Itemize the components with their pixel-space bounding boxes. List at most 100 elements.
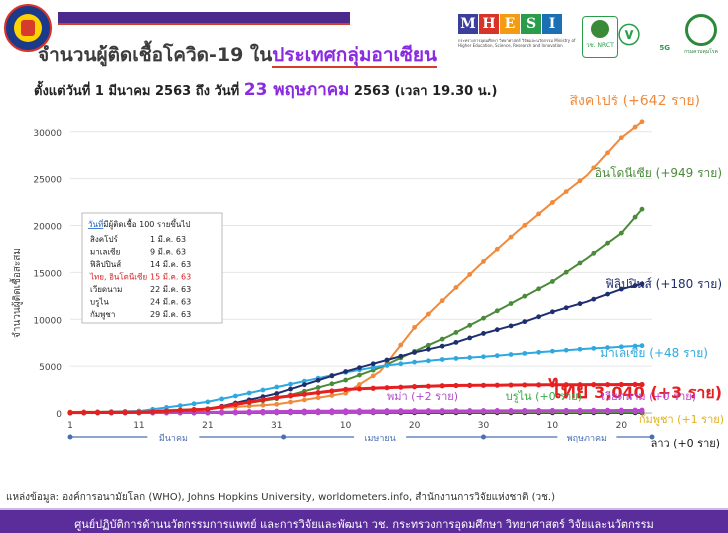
series-end-label: บรูไน (+0 ราย) [506,390,582,403]
data-point [632,283,638,288]
footer-accent [0,508,728,510]
data-point [563,408,569,414]
info-box-country: สิงคโปร์ [90,234,119,244]
series-end-label: ลาว (+0 ราย) [651,437,720,450]
x-tick-label: 30 [478,421,490,431]
data-point [177,407,183,414]
data-point [550,309,555,315]
data-point [412,359,417,365]
data-point [480,382,487,388]
data-point [536,382,542,388]
y-tick-label: 0 [56,410,62,420]
data-point [604,381,611,388]
data-point [232,401,238,408]
data-point [481,409,486,415]
data-point [550,279,555,284]
data-point [605,345,610,350]
x-tick-label: 1 [67,421,73,431]
month-band-start [67,434,73,440]
data-point [136,409,142,415]
data-point [508,409,514,414]
data-point [494,382,500,388]
asean-logo [4,4,52,52]
data-point [605,291,610,297]
data-point [357,382,362,387]
data-point [164,405,169,410]
data-point [591,296,597,302]
data-point [522,319,528,325]
data-point [577,178,583,184]
data-point [618,408,624,414]
data-point [467,272,473,277]
series-end-label: มาเลเซีย (+48 ราย) [600,346,708,360]
data-point [246,403,252,409]
info-box-country: มาเลเซีย [90,248,120,257]
data-point [315,385,321,390]
data-point [639,408,645,414]
data-point [536,314,542,320]
info-box-country: ฟิลิปปินส์ [90,259,121,269]
data-point [398,361,404,367]
month-label: มีนาคม [159,433,188,444]
data-point [260,397,266,403]
data-point [343,386,349,392]
data-point [522,409,528,414]
data-point [425,346,431,352]
data-point [639,206,645,212]
data-point [591,345,597,351]
data-point [150,409,156,415]
mhesi-letter: M [458,14,478,34]
data-point [508,323,514,329]
series-end-label: พม่า (+2 ราย) [387,390,458,403]
data-point [315,390,321,396]
data-point [356,386,363,392]
data-point [274,391,280,396]
info-box-date: 9 มี.ค. 63 [150,248,186,257]
data-point [577,301,583,307]
data-point [343,410,349,416]
month-label: เมษายน [364,434,395,444]
data-point [536,286,542,292]
data-point [301,391,307,397]
data-point [639,343,645,349]
data-point [329,381,335,387]
data-point [577,382,583,388]
info-box-country: ไทย, อินโดนีเซีย [89,272,147,282]
data-point [411,384,418,390]
info-box-country: บรูไน [90,298,109,308]
data-point [467,355,473,360]
data-point [522,382,528,388]
data-point [343,369,349,374]
series-end-label: สิงคโปร์ (+642 ราย) [569,95,700,109]
data-point [425,358,431,364]
data-point [481,354,486,360]
data-point [522,351,528,356]
data-point [274,410,280,416]
data-point [563,189,569,195]
month-divider [281,434,287,440]
month-label-bg [147,431,200,443]
month-band-end [649,434,655,440]
data-point [632,214,638,220]
data-point [246,390,252,396]
data-point [550,408,555,414]
data-point [453,355,459,361]
mhesi-letter: I [542,14,562,34]
data-point [605,150,610,156]
data-point [315,395,321,401]
data-point [384,409,390,415]
data-point [384,363,390,368]
data-point [274,394,280,401]
data-point [563,347,569,353]
data-point [453,382,459,389]
data-point [481,331,486,336]
data-point [591,382,597,388]
data-point [219,404,225,410]
series-end-label: ไทย 3,040 (+3 ราย) [548,377,722,404]
data-point [536,408,542,414]
series-end-label: ฟิลิปปินส์ (+180 ราย) [605,277,722,291]
data-point [260,402,266,408]
data-point [508,352,514,357]
